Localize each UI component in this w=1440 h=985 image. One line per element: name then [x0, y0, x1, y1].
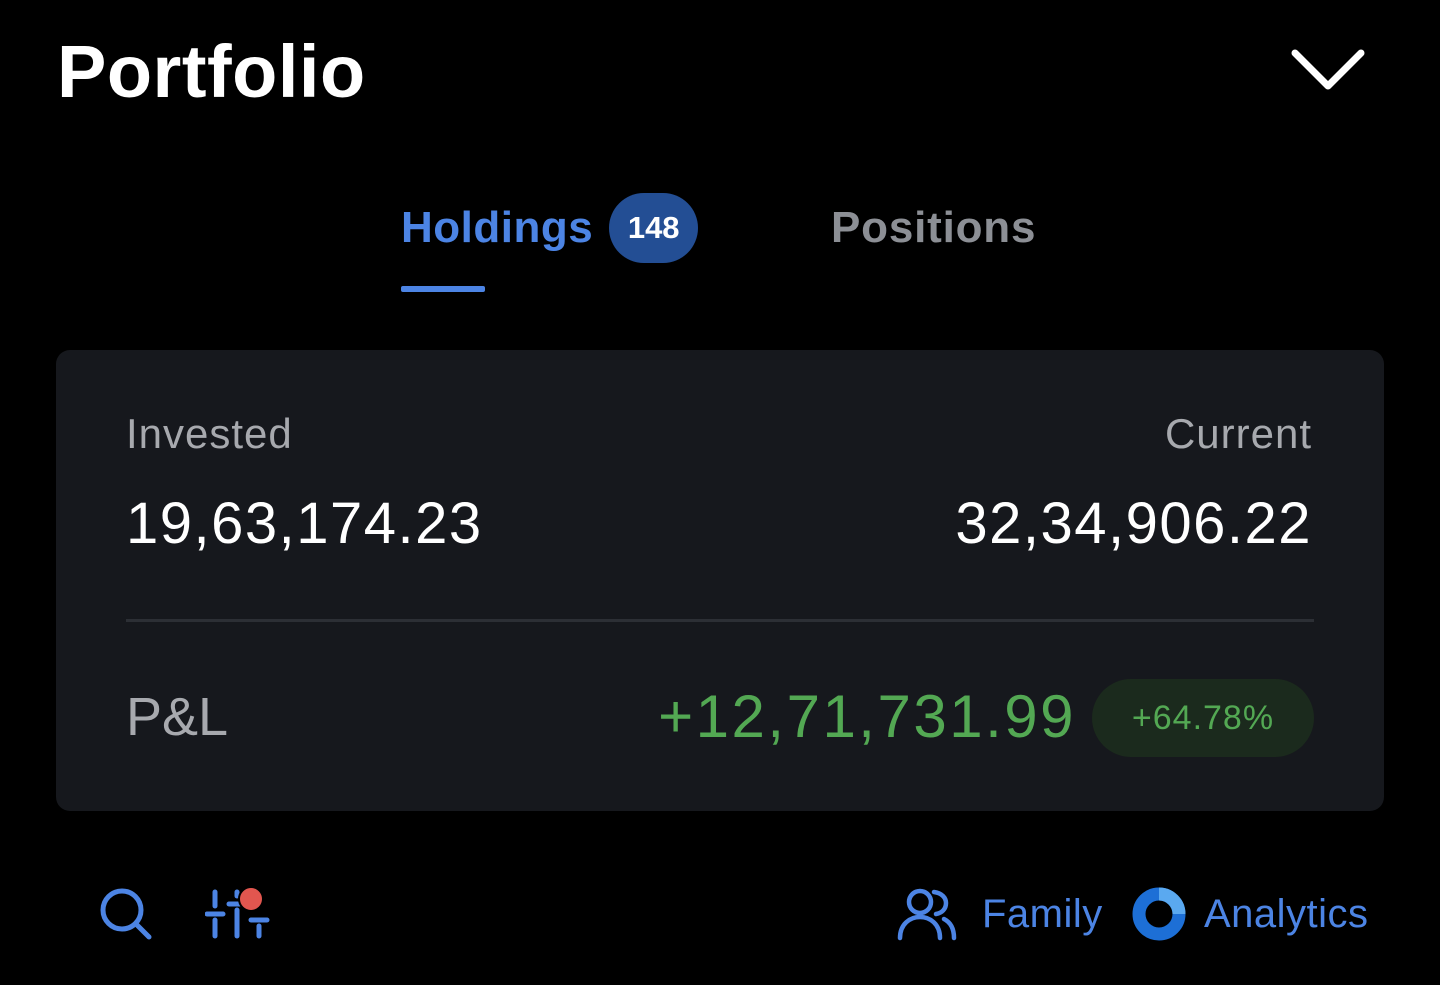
analytics-label: Analytics	[1204, 891, 1369, 936]
analytics-button[interactable]: Analytics	[1130, 884, 1369, 944]
active-tab-indicator	[401, 286, 485, 292]
users-icon	[897, 888, 957, 941]
filter-active-dot	[238, 886, 264, 912]
current-label: Current	[1164, 410, 1312, 457]
divider	[126, 619, 1314, 622]
holdings-count-badge: 148	[609, 193, 699, 263]
portfolio-summary-card: Invested Current 19,63,174.23 32,34,906.…	[56, 350, 1384, 811]
tab-holdings-label: Holdings	[401, 203, 594, 252]
pnl-percent-badge: +64.78%	[1092, 679, 1314, 757]
donut-chart-icon	[1132, 887, 1186, 941]
family-button[interactable]: Family	[896, 884, 1103, 944]
invested-label: Invested	[126, 410, 293, 457]
chevron-down-icon[interactable]	[1288, 44, 1368, 96]
pnl-label: P&L	[126, 687, 229, 747]
tab-holdings[interactable]: Holdings 148	[401, 192, 699, 264]
family-label: Family	[982, 891, 1103, 936]
invested-value: 19,63,174.23	[126, 491, 483, 556]
filter-icon[interactable]	[204, 882, 271, 944]
tab-positions-label: Positions	[831, 203, 1037, 252]
page-title: Portfolio	[57, 30, 366, 113]
current-value: 32,34,906.22	[955, 491, 1312, 556]
pnl-value: +12,71,731.99	[658, 683, 1076, 750]
tab-positions[interactable]: Positions	[831, 192, 1036, 264]
search-icon[interactable]	[98, 886, 154, 942]
